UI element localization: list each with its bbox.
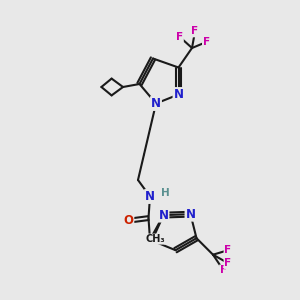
Text: F: F xyxy=(191,26,199,37)
Text: CH₃: CH₃ xyxy=(145,234,165,244)
Text: F: F xyxy=(176,32,183,42)
Text: N: N xyxy=(173,88,184,101)
Text: N: N xyxy=(145,190,155,203)
Text: N: N xyxy=(185,208,196,221)
Text: F: F xyxy=(224,258,232,268)
Text: O: O xyxy=(123,214,134,227)
Text: H: H xyxy=(161,188,170,198)
Text: F: F xyxy=(220,265,227,275)
Text: F: F xyxy=(203,37,210,47)
Text: N: N xyxy=(158,208,169,222)
Text: N: N xyxy=(151,97,161,110)
Text: F: F xyxy=(224,245,232,255)
